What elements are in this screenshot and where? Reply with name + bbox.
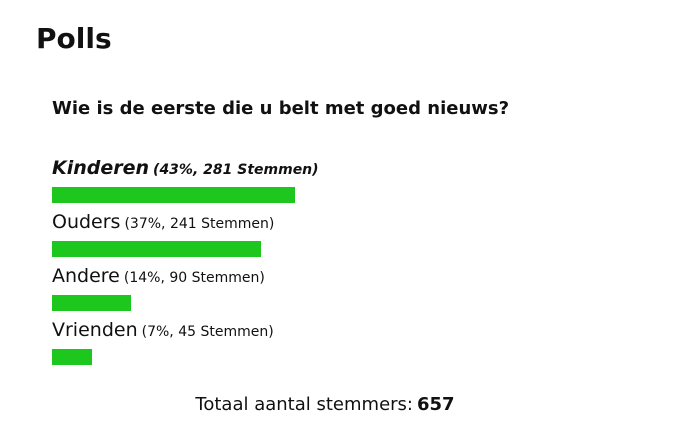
option-label: Vrienden xyxy=(52,319,138,341)
result-bar xyxy=(52,187,295,203)
widget-title: Polls xyxy=(36,22,112,55)
poll-option: Andere (14%, 90 Stemmen) xyxy=(52,263,652,317)
total-line: Totaal aantal stemmers: 657 xyxy=(0,394,650,415)
option-label: Kinderen xyxy=(52,157,150,179)
option-text: Vrienden (7%, 45 Stemmen) xyxy=(52,317,652,343)
option-text: Andere (14%, 90 Stemmen) xyxy=(52,263,652,289)
result-bar xyxy=(52,241,262,257)
option-details: (7%, 45 Stemmen) xyxy=(141,324,274,340)
total-value: 657 xyxy=(417,394,455,415)
option-label: Ouders xyxy=(52,211,121,233)
option-details: (14%, 90 Stemmen) xyxy=(123,270,265,286)
option-details: (37%, 241 Stemmen) xyxy=(124,216,275,232)
result-bar xyxy=(52,349,92,365)
result-bar xyxy=(52,295,132,311)
option-text: Kinderen (43%, 281 Stemmen) xyxy=(52,155,652,181)
option-details: (43%, 281 Stemmen) xyxy=(153,162,319,178)
option-label: Andere xyxy=(52,265,120,287)
poll-question: Wie is de eerste die u belt met goed nie… xyxy=(52,98,510,119)
poll-option: Kinderen (43%, 281 Stemmen) xyxy=(52,155,652,209)
total-label: Totaal aantal stemmers: xyxy=(195,394,413,415)
poll-options: Kinderen (43%, 281 Stemmen) Ouders (37%, 24… xyxy=(52,155,652,371)
option-text: Ouders (37%, 241 Stemmen) xyxy=(52,209,652,235)
poll-option: Ouders (37%, 241 Stemmen) xyxy=(52,209,652,263)
poll-option: Vrienden (7%, 45 Stemmen) xyxy=(52,317,652,371)
